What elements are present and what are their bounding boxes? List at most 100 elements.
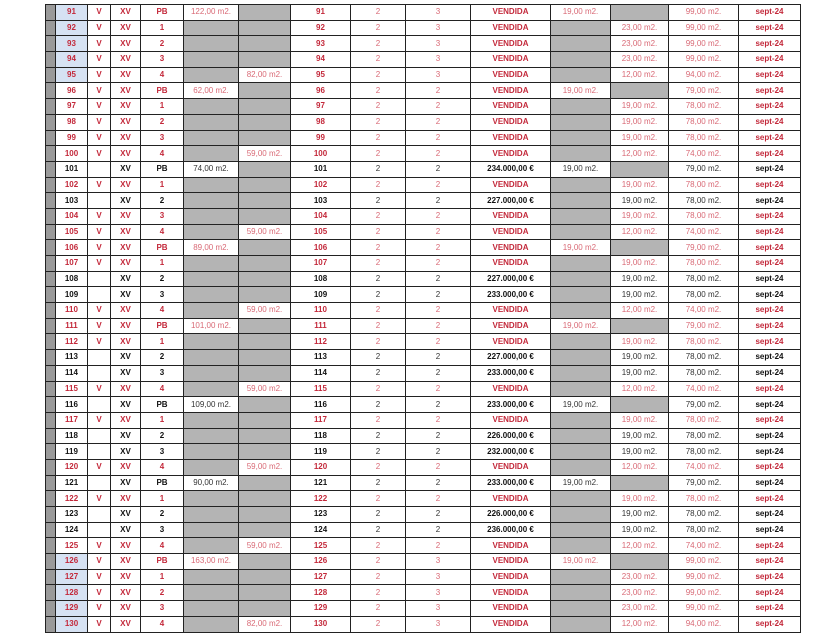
bathrooms-cell: 3 [405, 600, 471, 617]
bathrooms-cell: 2 [405, 411, 471, 429]
sold-mark-cell: V [87, 35, 111, 53]
terrace-b-cell: 19,00 m2. [610, 521, 669, 539]
status-price-cell: VENDIDA [470, 145, 551, 162]
block-cell: XV [110, 51, 141, 68]
sold-mark-cell: V [87, 145, 111, 162]
row-margin-strip [45, 537, 56, 555]
unit-number-cell: 94 [55, 51, 88, 68]
terrace-a-cell [550, 443, 611, 460]
unit-number-cell: 108 [55, 270, 88, 288]
garden-area-cell [183, 113, 239, 131]
delivery-date-cell: sept-24 [738, 51, 801, 68]
block-cell: XV [110, 490, 141, 507]
bathrooms-cell: 2 [405, 207, 471, 225]
floor-cell: 2 [140, 35, 184, 53]
terrace-a-cell [550, 302, 611, 319]
floor-cell: 1 [140, 176, 184, 194]
unit-ref-cell: 122 [290, 490, 351, 507]
floor-cell: 2 [140, 192, 184, 209]
unit-ref-cell: 118 [290, 427, 351, 445]
sold-mark-cell: V [87, 4, 111, 21]
terrace-area-cell [238, 349, 291, 366]
unit-number-cell: 115 [55, 380, 88, 398]
bedrooms-cell: 2 [350, 584, 406, 602]
floor-cell: 1 [140, 333, 184, 351]
unit-ref-cell: 114 [290, 364, 351, 382]
bathrooms-cell: 2 [405, 474, 471, 492]
floor-cell: PB [140, 239, 184, 256]
garden-area-cell [183, 600, 239, 617]
terrace-a-cell [550, 506, 611, 523]
row-margin-strip [45, 584, 56, 602]
floor-cell: 2 [140, 427, 184, 445]
delivery-date-cell: sept-24 [738, 333, 801, 351]
built-area-cell: 78,00 m2. [668, 98, 739, 115]
unit-number-cell: 100 [55, 145, 88, 162]
terrace-area-cell: 59,00 m2. [238, 380, 291, 398]
terrace-area-cell [238, 255, 291, 272]
floor-cell: PB [140, 317, 184, 335]
status-price-cell: 227.000,00 € [470, 192, 551, 209]
sold-mark-cell: V [87, 317, 111, 335]
row-margin-strip [45, 364, 56, 382]
unit-number-cell: 124 [55, 521, 88, 539]
unit-ref-cell: 110 [290, 302, 351, 319]
table-row: 99 V XV 3 99 2 2 VENDIDA 19,00 m2. 78,00 m2. sept-… [45, 129, 801, 147]
bathrooms-cell: 2 [405, 223, 471, 241]
delivery-date-cell: sept-24 [738, 302, 801, 319]
status-price-cell: VENDIDA [470, 113, 551, 131]
sold-mark-cell: V [87, 82, 111, 100]
terrace-a-cell [550, 490, 611, 507]
garden-area-cell [183, 270, 239, 288]
status-price-cell: 226.000,00 € [470, 506, 551, 523]
terrace-area-cell [238, 286, 291, 304]
garden-area-cell [183, 176, 239, 194]
block-cell: XV [110, 380, 141, 398]
terrace-a-cell [550, 51, 611, 68]
row-margin-strip [45, 176, 56, 194]
garden-area-cell [183, 98, 239, 115]
terrace-a-cell: 19,00 m2. [550, 239, 611, 256]
unit-number-cell: 102 [55, 176, 88, 194]
block-cell: XV [110, 82, 141, 100]
bathrooms-cell: 2 [405, 239, 471, 256]
status-price-cell: VENDIDA [470, 317, 551, 335]
row-margin-strip [45, 553, 56, 570]
table-row: 102 V XV 1 102 2 2 VENDIDA 19,00 m2. 78,00 m2. sep… [45, 176, 801, 194]
built-area-cell: 99,00 m2. [668, 584, 739, 602]
status-price-cell: VENDIDA [470, 239, 551, 256]
terrace-b-cell [610, 239, 669, 256]
garden-area-cell: 74,00 m2. [183, 160, 239, 178]
floor-cell: 3 [140, 600, 184, 617]
unit-ref-cell: 107 [290, 255, 351, 272]
table-row: 115 V XV 4 59,00 m2. 115 2 2 VENDIDA 12,00 m2. 74,… [45, 380, 801, 398]
row-margin-strip [45, 349, 56, 366]
status-price-cell: VENDIDA [470, 411, 551, 429]
sold-mark-cell: V [87, 600, 111, 617]
terrace-area-cell: 59,00 m2. [238, 223, 291, 241]
unit-number-cell: 101 [55, 160, 88, 178]
unit-ref-cell: 96 [290, 82, 351, 100]
delivery-date-cell: sept-24 [738, 82, 801, 100]
terrace-a-cell [550, 411, 611, 429]
unit-ref-cell: 119 [290, 443, 351, 460]
delivery-date-cell: sept-24 [738, 4, 801, 21]
row-margin-strip [45, 506, 56, 523]
sold-mark-cell [87, 286, 111, 304]
table-row: 122 V XV 1 122 2 2 VENDIDA 19,00 m2. 78,00 m2. sep… [45, 490, 801, 507]
block-cell: XV [110, 19, 141, 37]
terrace-area-cell [238, 364, 291, 382]
table-row: 129 V XV 3 129 2 3 VENDIDA 23,00 m2. 99,00 m2. sep… [45, 600, 801, 617]
table-row: 91 V XV PB 122,00 m2. 91 2 3 VENDIDA 19,00 m2. 99,… [45, 4, 801, 21]
garden-area-cell [183, 521, 239, 539]
garden-area-cell: 90,00 m2. [183, 474, 239, 492]
block-cell: XV [110, 160, 141, 178]
floor-cell: PB [140, 553, 184, 570]
garden-area-cell [183, 427, 239, 445]
garden-area-cell: 109,00 m2. [183, 396, 239, 413]
delivery-date-cell: sept-24 [738, 474, 801, 492]
unit-number-cell: 99 [55, 129, 88, 147]
unit-ref-cell: 99 [290, 129, 351, 147]
bedrooms-cell: 2 [350, 207, 406, 225]
status-price-cell: VENDIDA [470, 51, 551, 68]
